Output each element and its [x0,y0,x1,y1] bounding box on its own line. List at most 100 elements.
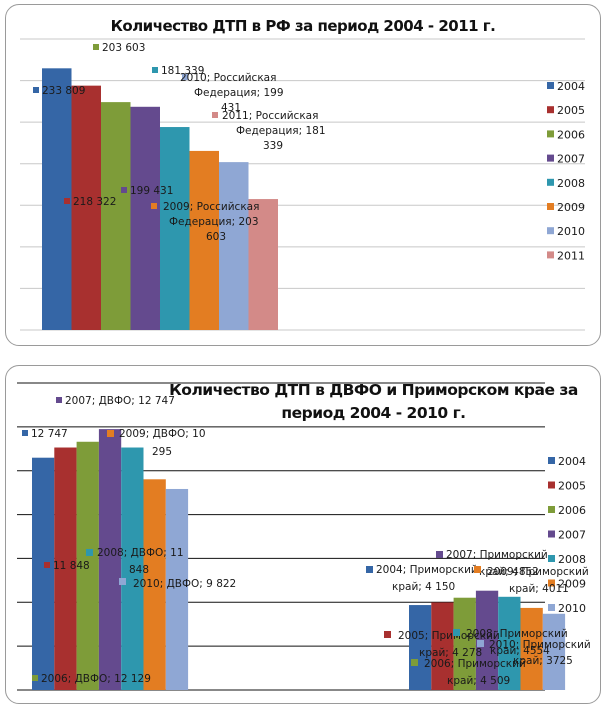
legend-label-2009: 2009 [557,201,585,214]
data-label: край; 4 509 [447,675,510,687]
bar-2010-ДВФО [165,488,189,690]
data-label-2004: 233 809 [42,85,85,97]
legend-swatch-2007 [547,154,554,162]
legend-label-2007: 2007 [558,529,586,542]
legend-label-2008: 2008 [558,553,586,566]
data-label-marker [152,67,158,73]
data-label: 2010; ДВФО; 9 822 [133,578,236,590]
data-label: 848 [129,564,149,576]
bar-2009 [189,150,219,330]
data-label-marker [44,562,50,568]
data-label-2006: 203 603 [102,42,145,54]
data-label-marker [56,397,62,403]
data-label-marker [453,629,460,636]
legend-swatch-2008 [547,178,554,186]
legend-label-2008: 2008 [557,177,585,190]
bar-2007-Приморский край [475,590,499,690]
legend-label-2005: 2005 [558,480,586,493]
legend-label-2004: 2004 [558,455,586,468]
legend-swatch-2004 [548,457,555,464]
bar-2008-ДВФО [121,447,144,690]
data-label: 2008; Приморский [466,628,568,640]
data-label-marker [121,187,127,193]
data-label: 295 [152,446,172,458]
legend-swatch-2006 [548,506,555,513]
data-label-2009: 603 [206,231,226,243]
data-label-2010: 431 [221,102,241,114]
chart-title-rf: Количество ДТП в РФ за период 2004 - 201… [110,17,496,35]
legend-swatch-2009 [547,203,554,210]
data-label: 2007; Приморский [446,549,548,561]
data-label: 2006; Приморский [424,658,526,670]
bar-2005-ДВФО [54,447,77,690]
legend-label-2006: 2006 [558,504,586,517]
data-label: край; 3725 [513,655,573,667]
data-label: край; 4011 [509,583,569,595]
data-label: 2009; ДВФО; 10 [119,428,206,440]
legend-swatch-2009 [548,579,555,587]
data-label-2007: 199 431 [130,185,173,197]
data-label-marker [474,566,481,573]
bar-2010-Приморский край [542,613,566,690]
legend-label-2004: 2004 [557,80,585,93]
data-label-marker [107,430,114,437]
data-label-marker [477,640,484,647]
data-label-marker [32,675,38,681]
legend-swatch-2007 [548,530,555,538]
bar-2007 [130,106,160,331]
bar-2006 [101,102,131,331]
data-label-2010: Федерация; 199 [194,87,284,99]
bar-2008-Приморский край [498,596,521,690]
data-label-marker [411,659,418,666]
data-label: 2010; Приморский [489,639,591,651]
legend-label-2007: 2007 [557,153,585,166]
legend-label-2005: 2005 [557,104,585,117]
data-label: 2004; Приморский [376,564,478,576]
data-label: край; 4852 [479,566,539,578]
data-label: 11 848 [53,560,90,572]
data-label: край; 4 278 [419,647,482,659]
data-label: 2008; ДВФО; 11 [97,547,184,559]
legend-swatch-2005 [548,481,555,489]
data-label: край; 4554 [490,645,550,657]
data-label: 2009; Приморский [487,566,589,578]
bar-2004-Приморский край [409,605,432,690]
data-label-2009: Федерация; 203 [169,216,259,228]
legend-swatch-2011 [547,251,554,259]
bar-2005 [71,85,101,330]
data-label-2009: 2009; Российская [163,201,259,213]
legend-swatch-2010 [548,604,555,611]
data-label-2011: 339 [263,140,283,152]
legend-swatch-2008 [548,555,555,562]
chart-title-dvfo: Количество ДТП в ДВФО и Приморском крае … [169,381,578,422]
data-label: 12 747 [31,428,68,440]
data-label-2011: Федерация; 181 [236,125,326,137]
data-label-2010: 2010; Российская [180,72,276,84]
bar-2009-Приморский край [520,607,543,690]
legend-swatch-2010 [547,227,554,235]
data-label-2011: 2011; Российская [222,110,318,122]
data-label-marker [22,430,28,436]
data-label-marker [384,631,391,638]
legend-label-2011: 2011 [557,249,585,262]
data-label-marker [33,87,39,93]
data-label: край; 4 150 [392,581,455,593]
bar-2006-ДВФО [76,441,99,690]
data-label-marker [151,203,157,209]
data-label: 2005; Приморский [398,630,500,642]
data-label-marker [366,566,373,573]
data-label-marker [64,198,70,204]
bar-2011 [248,199,278,330]
data-label-2008: 181 339 [161,65,204,77]
data-label: 2007; ДВФО; 12 747 [65,395,175,407]
bar-2010 [219,162,249,330]
data-label-marker [86,549,93,556]
legend-swatch-2005 [547,106,554,114]
data-label-marker [119,578,126,585]
legend-label-2010: 2010 [558,602,586,615]
bar-2005-Приморский край [431,602,454,690]
legend-label-2006: 2006 [557,128,585,141]
legend-label-2010: 2010 [557,225,585,238]
data-label-marker [182,74,188,80]
